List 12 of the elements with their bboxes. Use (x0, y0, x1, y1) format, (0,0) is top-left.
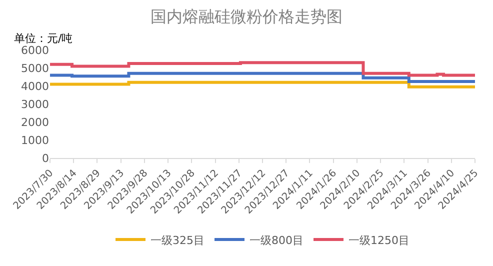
y-tick-label: 4000 (21, 80, 49, 93)
y-tick-label: 1000 (21, 134, 49, 147)
chart-title: 国内熔融硅微粉价格走势图 (150, 6, 342, 26)
legend-label: 一级800目 (250, 234, 304, 247)
y-tick-label: 5000 (21, 62, 49, 75)
legend-label: 一级325目 (150, 234, 204, 247)
y-tick-label: 3000 (21, 98, 49, 111)
y-tick-label: 2000 (21, 116, 49, 129)
y-tick-label: 0 (42, 152, 49, 165)
y-axis-title: 单位：元/吨 (14, 32, 73, 45)
y-tick-label: 6000 (21, 44, 49, 57)
legend-label: 一级1250目 (348, 234, 410, 247)
